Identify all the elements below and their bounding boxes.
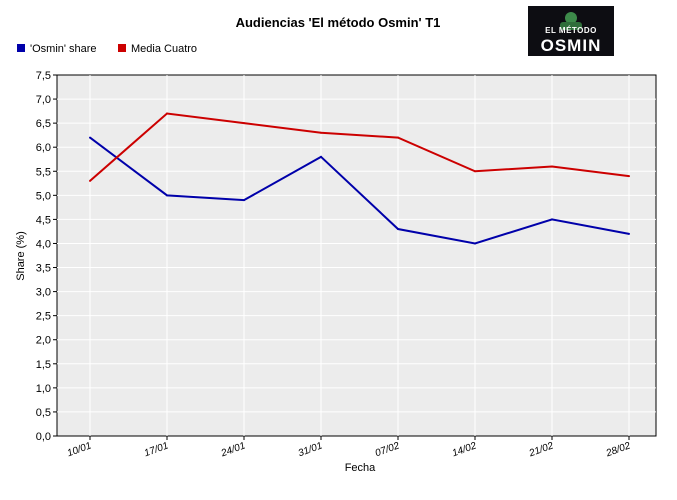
logo-main-text: OSMIN bbox=[541, 36, 602, 55]
legend: 'Osmin' share Media Cuatro bbox=[17, 43, 197, 55]
x-tick-label: 31/01 bbox=[297, 440, 324, 459]
data-point bbox=[243, 122, 245, 125]
y-tick-label: 5,5 bbox=[36, 166, 51, 178]
x-tick-label: 24/01 bbox=[219, 440, 247, 459]
data-point bbox=[320, 131, 322, 134]
data-point bbox=[89, 179, 91, 182]
y-tick-label: 7,5 bbox=[36, 70, 51, 82]
y-tick-label: 1,0 bbox=[36, 383, 51, 395]
series-lines bbox=[89, 112, 630, 245]
grid-lines bbox=[57, 75, 656, 436]
data-point bbox=[243, 199, 245, 202]
y-tick-label: 0,5 bbox=[36, 407, 51, 419]
y-tick-label: 3,5 bbox=[36, 263, 51, 275]
y-tick-label: 2,5 bbox=[36, 311, 51, 323]
data-point bbox=[474, 242, 476, 245]
y-tick-label: 2,0 bbox=[36, 335, 51, 347]
data-point bbox=[166, 194, 168, 197]
data-point bbox=[397, 136, 399, 139]
y-tick-label: 5,0 bbox=[36, 190, 51, 202]
data-point bbox=[628, 232, 630, 235]
data-point bbox=[551, 218, 553, 221]
x-axis-label: Fecha bbox=[345, 462, 376, 474]
y-tick-label: 6,5 bbox=[36, 118, 51, 130]
data-point bbox=[551, 165, 553, 168]
legend-swatch-media-cuatro bbox=[118, 44, 126, 52]
y-tick-label: 4,0 bbox=[36, 238, 51, 250]
data-point bbox=[397, 228, 399, 231]
y-axis-label: Share (%) bbox=[15, 231, 27, 281]
y-tick-label: 6,0 bbox=[36, 142, 51, 154]
x-tick-label: 21/02 bbox=[527, 440, 556, 459]
legend-label-media-cuatro: Media Cuatro bbox=[131, 43, 197, 55]
y-tick-label: 4,5 bbox=[36, 214, 51, 226]
x-tick-label: 07/02 bbox=[374, 440, 402, 459]
logo-figure-icon bbox=[565, 12, 577, 24]
y-axis-ticks: 0,0 0,5 1,0 1,5 2,0 2,5 3,0 3,5 4,0 4,5 5,0 5,5 6,0 6… bbox=[36, 70, 57, 443]
chart-title: Audiencias 'El método Osmin' T1 bbox=[236, 15, 441, 30]
data-point bbox=[628, 175, 630, 178]
x-axis-ticks: 10/01 17/01 24/01 31/01 07/02 14/02 21/02 28/02 bbox=[66, 436, 633, 460]
y-tick-label: 0,0 bbox=[36, 431, 51, 443]
y-tick-label: 1,5 bbox=[36, 359, 51, 371]
data-point bbox=[89, 136, 91, 139]
legend-label-osmin-share: 'Osmin' share bbox=[30, 43, 97, 55]
x-tick-label: 10/01 bbox=[66, 440, 93, 459]
series-line-osmin-share bbox=[89, 136, 630, 245]
series-line-media-cuatro bbox=[89, 112, 630, 182]
legend-swatch-osmin-share bbox=[17, 44, 25, 52]
y-tick-label: 3,0 bbox=[36, 287, 51, 299]
data-point bbox=[474, 170, 476, 173]
data-point bbox=[166, 112, 168, 115]
x-tick-label: 28/02 bbox=[604, 440, 633, 459]
data-point bbox=[320, 155, 322, 158]
logo-top-text: EL MÉTODO bbox=[545, 26, 597, 35]
x-tick-label: 17/01 bbox=[143, 440, 170, 459]
program-logo: EL MÉTODO OSMIN bbox=[528, 6, 614, 56]
logo-figure-body-icon bbox=[560, 22, 582, 30]
plot-area bbox=[56, 74, 657, 437]
y-tick-label: 7,0 bbox=[36, 94, 51, 106]
x-tick-label: 14/02 bbox=[451, 440, 479, 459]
